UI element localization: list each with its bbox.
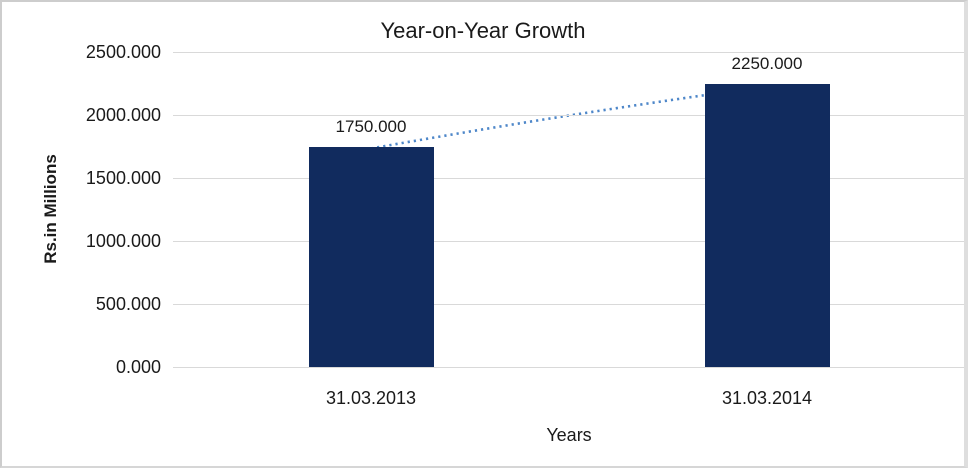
data-label: 2250.000 — [731, 53, 803, 73]
y-tick-label: 1000.000 — [85, 231, 161, 251]
gridline — [173, 366, 964, 368]
chart-title: Year-on-Year Growth — [380, 18, 586, 43]
x-category-label: 31.03.2013 — [325, 388, 417, 408]
data-label: 1750.000 — [335, 116, 407, 136]
y-tick-label: 2500.000 — [85, 42, 161, 62]
gridline — [173, 51, 964, 53]
y-tick-label: 1500.000 — [85, 168, 161, 188]
y-axis-title: Rs.in Millions — [41, 154, 60, 264]
bar — [704, 83, 830, 367]
x-category-label: 31.03.2014 — [721, 388, 813, 408]
y-tick-label: 500.000 — [95, 294, 161, 314]
y-tick-label: 0.000 — [115, 357, 161, 377]
gridline — [173, 177, 964, 179]
bar — [308, 146, 434, 367]
gridline — [173, 303, 964, 305]
y-tick-label: 2000.000 — [85, 105, 161, 125]
x-axis-title: Years — [546, 425, 592, 445]
gridline — [173, 114, 964, 116]
gridline — [173, 240, 964, 242]
